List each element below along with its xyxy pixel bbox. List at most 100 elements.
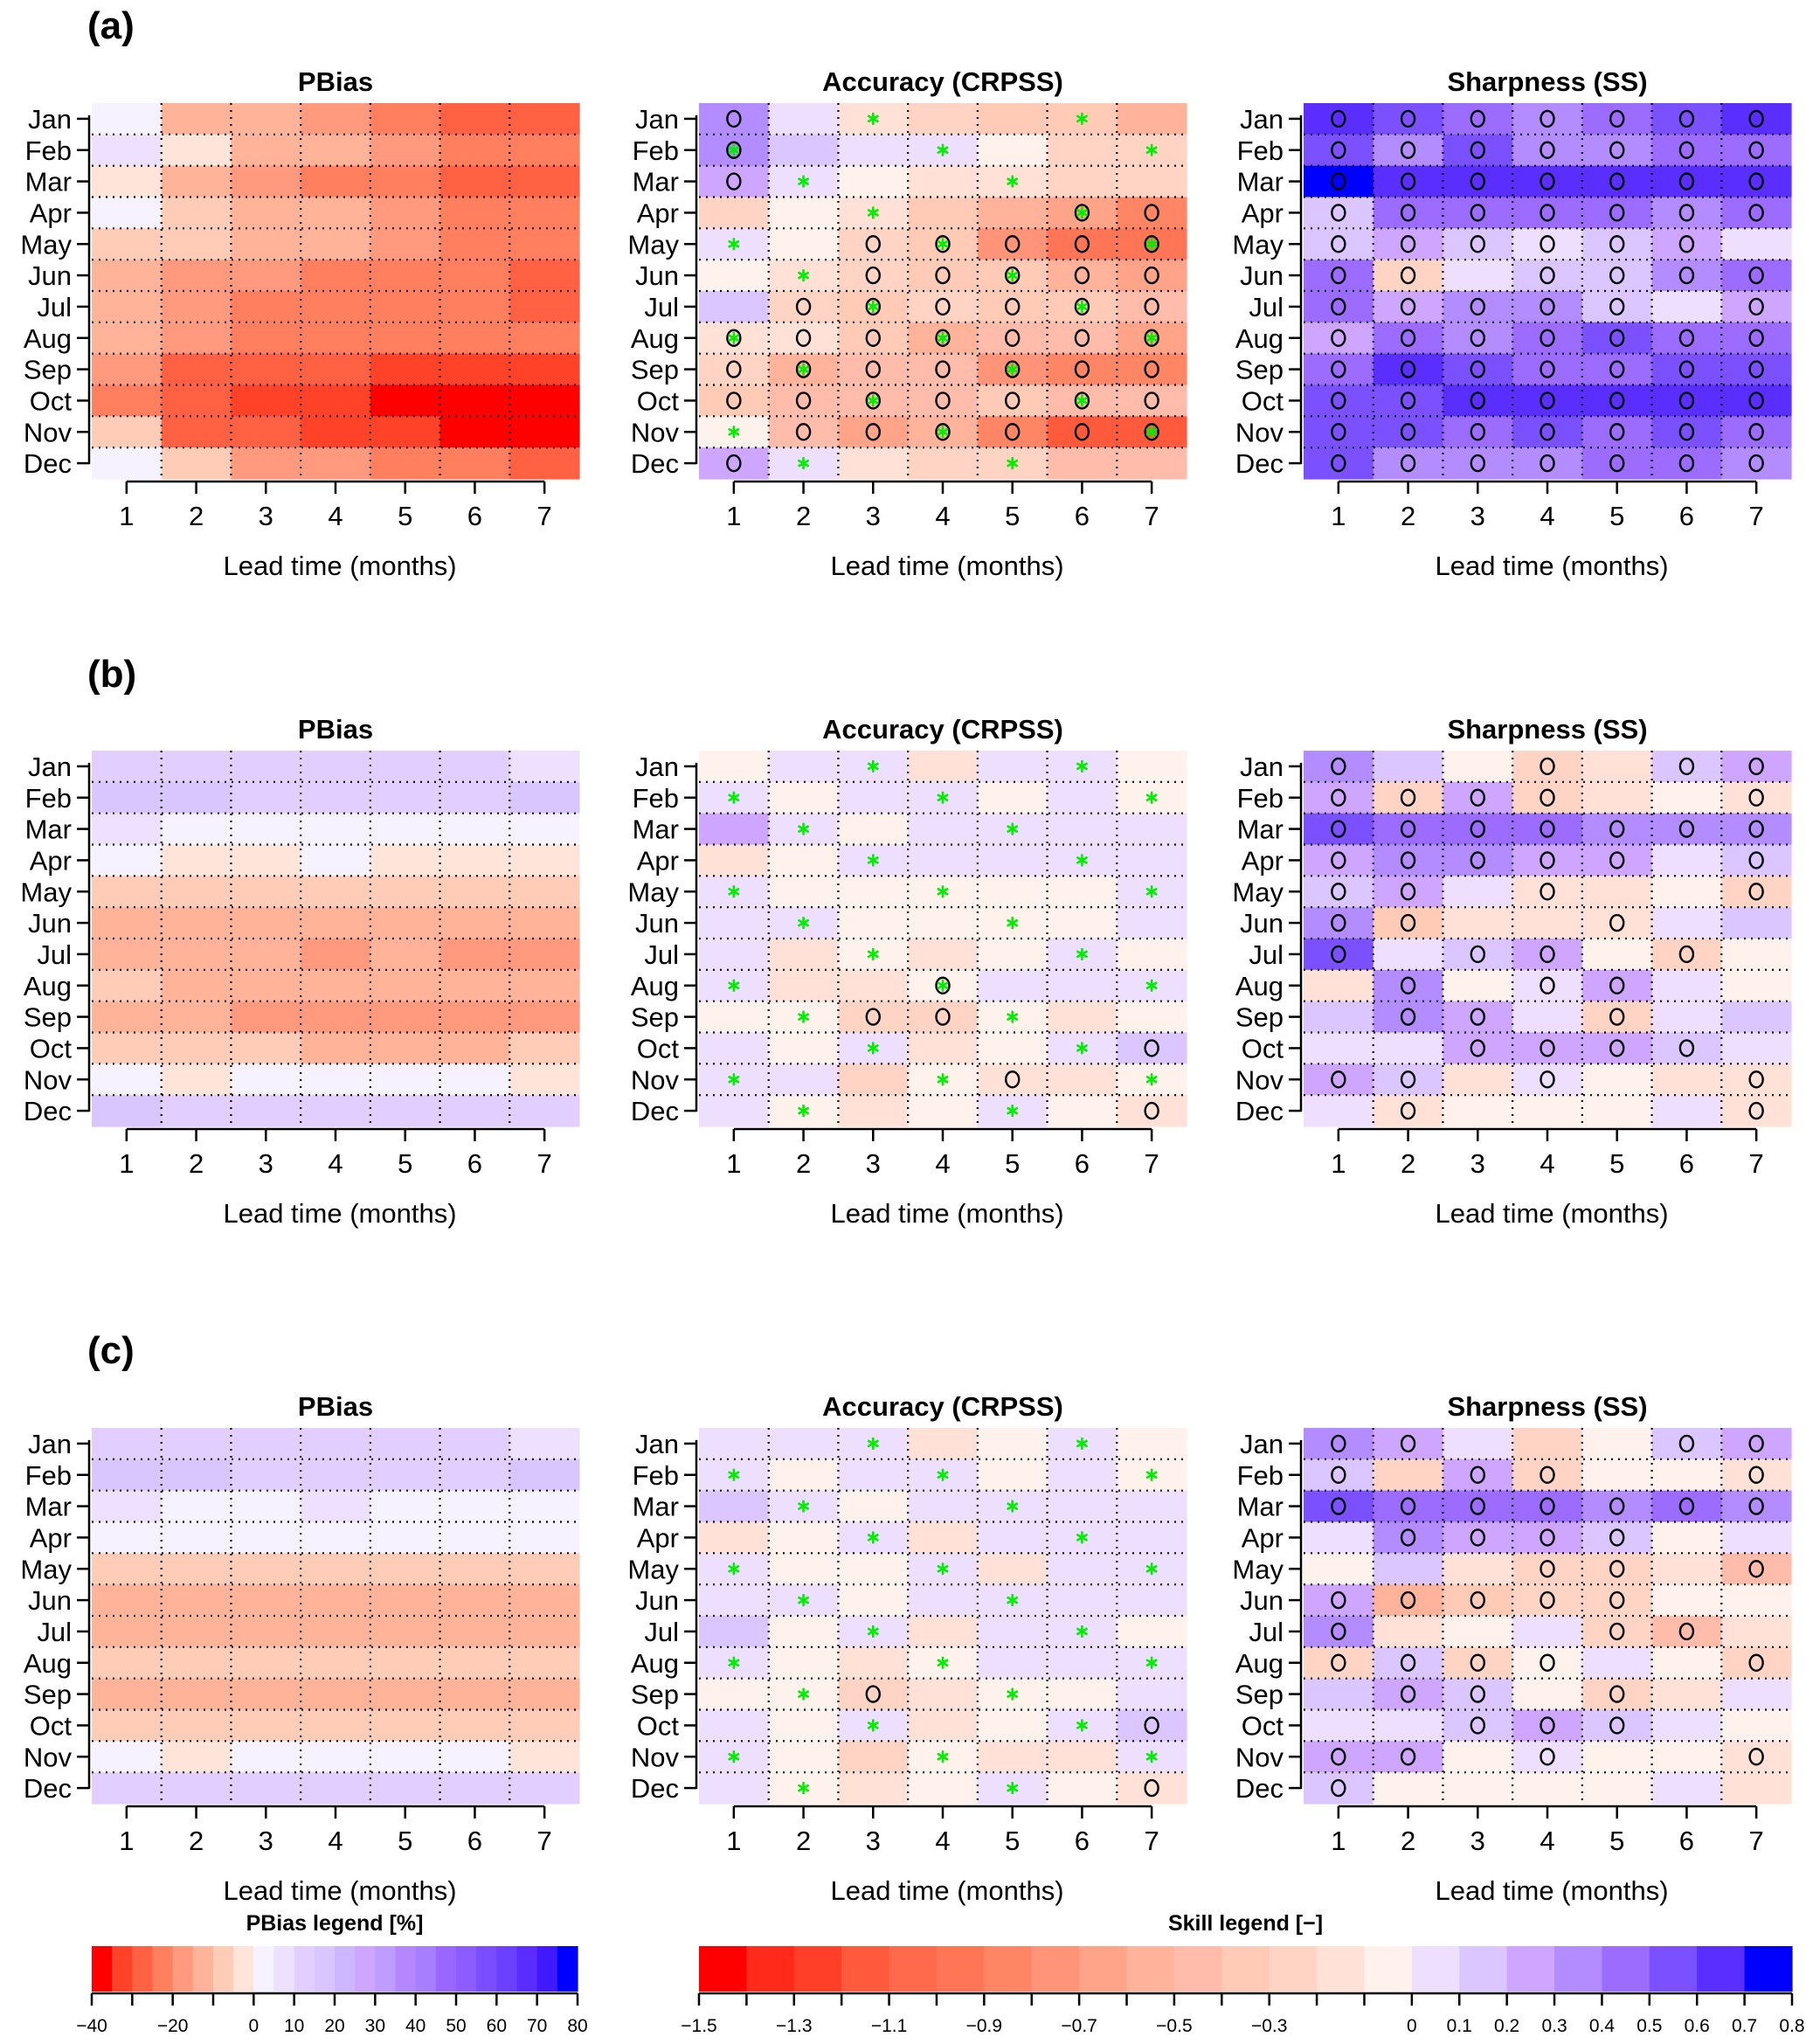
month-tick-label: Jun <box>635 1585 679 1616</box>
month-tick-label: Dec <box>1235 448 1284 479</box>
heatmap-cell <box>370 939 441 971</box>
heatmap-cell <box>370 291 441 323</box>
star-marker <box>1145 143 1158 156</box>
heatmap-cell <box>768 844 840 876</box>
heatmap-cell <box>301 876 371 908</box>
circle-marker <box>1678 141 1695 159</box>
heatmap-cell <box>1512 969 1583 1002</box>
heatmap-cell <box>908 1001 979 1034</box>
circle-marker <box>1400 1748 1416 1766</box>
lead-time-tick-label: 6 <box>1679 1148 1694 1179</box>
circle-marker <box>1748 454 1764 473</box>
circle-marker <box>1005 235 1021 253</box>
filled-circle-marker <box>1005 266 1021 285</box>
heatmap-cell <box>92 322 163 355</box>
month-tick-label: Sep <box>631 355 679 385</box>
month-tick-label: Sep <box>1235 355 1284 385</box>
month-tick-label: Apr <box>30 845 72 876</box>
heatmap-cell <box>1721 1490 1792 1523</box>
heatmap-cell <box>1117 1584 1187 1617</box>
circle-marker <box>1074 235 1090 253</box>
heatmap-cell <box>509 1521 580 1554</box>
circle-marker <box>1331 1071 1346 1089</box>
heatmap-cell <box>1304 844 1374 876</box>
legend-tick-label: 30 <box>365 2016 385 2036</box>
circle-marker <box>1609 1560 1625 1578</box>
heatmap-cell <box>1651 165 1722 198</box>
heatmap-cell <box>161 103 232 135</box>
heatmap-cell <box>92 1709 163 1742</box>
circle-marker <box>1540 329 1555 347</box>
heatmap-cell <box>370 1616 441 1648</box>
heatmap-cell <box>1443 291 1513 323</box>
heatmap-cell <box>1373 1001 1444 1034</box>
heatmap-cell <box>838 1584 909 1617</box>
heatmap-cell <box>439 353 510 386</box>
circle-marker <box>1609 1008 1625 1026</box>
heatmap-cell <box>1721 1772 1792 1805</box>
month-tick-label: Jul <box>1249 1617 1284 1647</box>
heatmap-cell <box>1443 447 1513 480</box>
month-tick-label: Nov <box>631 417 680 447</box>
heatmap-cell <box>1117 1678 1187 1711</box>
heatmap-cell <box>301 353 371 386</box>
month-tick-label: Feb <box>25 135 72 166</box>
lead-time-tick-label: 6 <box>1075 1148 1090 1179</box>
circle-marker <box>1609 266 1625 285</box>
heatmap-cell <box>1304 416 1374 448</box>
heatmap-cell <box>509 751 580 783</box>
heatmap-cell <box>838 813 909 846</box>
heatmap-cell <box>301 939 371 971</box>
circle-marker <box>1678 820 1695 838</box>
heatmap-cell <box>1373 1709 1444 1742</box>
heatmap-cell <box>908 1032 979 1064</box>
heatmap-cell <box>838 1490 909 1523</box>
filled-circle-marker <box>935 235 951 253</box>
month-tick-label: Oct <box>1242 1033 1284 1064</box>
heatmap-cell <box>1117 1490 1187 1523</box>
legend-tick-label: 80 <box>567 2016 587 2036</box>
heatmap-cell <box>977 197 1048 229</box>
circle-marker <box>1540 788 1555 807</box>
lead-time-tick-label: 3 <box>866 1148 881 1179</box>
heatmap-cell <box>509 385 580 417</box>
legend-tick-label: 0.2 <box>1494 2016 1519 2036</box>
heatmap-cell <box>161 1521 232 1554</box>
heatmap-cell <box>231 781 301 814</box>
circle-marker <box>1540 454 1555 473</box>
heatmap-cell <box>908 197 979 229</box>
circle-marker <box>1470 788 1485 807</box>
heatmap-cell <box>1304 907 1374 939</box>
heatmap-cell <box>1721 1032 1792 1064</box>
heatmap-cell <box>1117 197 1187 229</box>
month-tick-label: Jul <box>644 292 679 322</box>
circle-marker <box>1331 1748 1346 1766</box>
x-axis-title: Lead time (months) <box>223 1198 456 1229</box>
month-tick-label: Nov <box>631 1064 680 1095</box>
legend-swatch <box>1031 1946 1080 1992</box>
heatmap-cell <box>1721 1553 1792 1585</box>
circle-marker <box>1748 423 1764 441</box>
month-tick-label: Aug <box>631 323 679 354</box>
lead-time-tick-label: 4 <box>935 1148 950 1179</box>
heatmap-cell <box>1047 1772 1118 1805</box>
circle-marker <box>935 1008 951 1026</box>
star-marker <box>1006 269 1019 282</box>
heatmap-cell <box>439 260 510 292</box>
heatmap-cell <box>977 1064 1048 1096</box>
heatmap-cell <box>370 969 441 1002</box>
heatmap-cell <box>1117 1428 1187 1460</box>
heatmap-cell <box>1443 1459 1513 1492</box>
month-tick-label: Oct <box>1242 385 1284 416</box>
legend-tick-label: −20 <box>157 2016 189 2036</box>
heatmap-cell <box>1581 103 1653 135</box>
heatmap-cell <box>1581 1646 1653 1680</box>
circle-marker <box>1400 1101 1416 1120</box>
heatmap-cell <box>1373 1064 1444 1096</box>
heatmap-cell <box>1373 907 1444 939</box>
heatmap-cell <box>1443 197 1513 229</box>
legend-tick-label: 0 <box>1407 2016 1417 2036</box>
legend-tick-label: 0.7 <box>1732 2016 1757 2036</box>
filled-circle-marker <box>935 976 951 994</box>
heatmap-cell <box>1721 228 1792 260</box>
